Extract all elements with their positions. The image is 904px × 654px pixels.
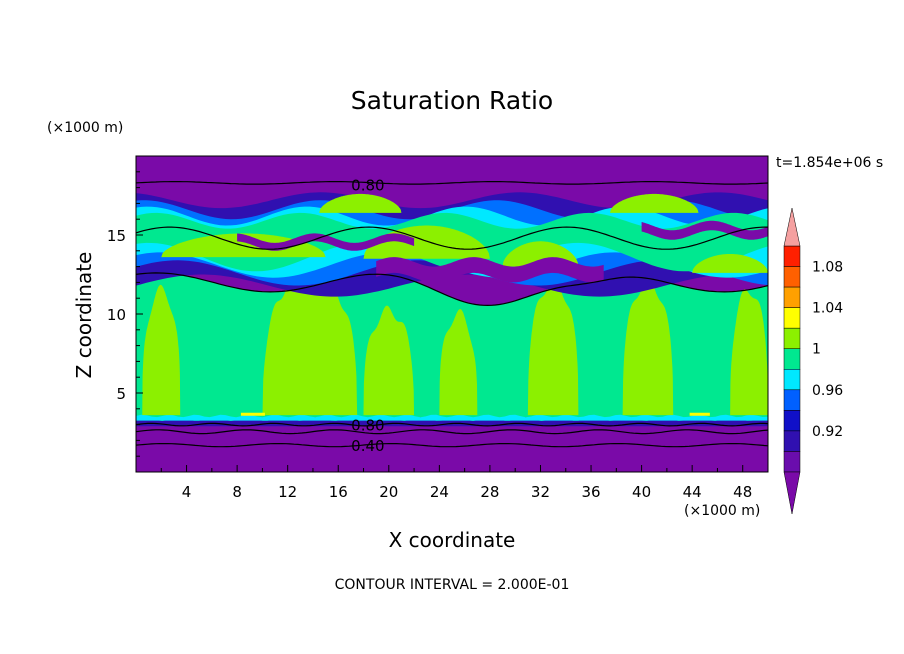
colorbar-label: 1.04 <box>812 301 843 317</box>
x-axis-label: X coordinate <box>388 528 516 552</box>
contour-label: 0.40 <box>351 437 384 455</box>
x-tick-label: 24 <box>430 483 449 501</box>
colorbar-bin <box>783 327 801 349</box>
y-axis-ticks: 5 10 15 <box>107 171 143 457</box>
y-tick-label: 10 <box>107 306 126 324</box>
contour-labels: 0.80 0.80 0.40 <box>351 176 384 455</box>
lime-column <box>527 277 579 420</box>
low-cyan-edge <box>136 414 768 421</box>
x-tick-label: 4 <box>182 483 192 501</box>
y-tick-label: 5 <box>116 385 126 403</box>
colorbar-bin <box>783 245 801 267</box>
contour-line <box>136 226 768 250</box>
contour-line <box>136 272 768 307</box>
colorbar-label: 0.92 <box>812 424 843 440</box>
colorbar-bin <box>783 451 801 473</box>
x-axis-units: (×1000 m) <box>684 503 761 519</box>
lime-column <box>142 284 181 416</box>
upper-lime-patch <box>610 193 699 213</box>
upper-lime-patch <box>319 193 402 213</box>
x-tick-label: 32 <box>531 483 550 501</box>
time-label: t=1.854e+06 s <box>776 155 884 171</box>
contour-line <box>136 443 768 448</box>
colorbar-bin <box>783 369 801 391</box>
colorbar-bin <box>783 430 801 452</box>
x-tick-label: 48 <box>733 483 752 501</box>
supersat-patch <box>689 412 710 416</box>
contour-label: 0.80 <box>351 417 384 435</box>
colorbar-label: 1.08 <box>812 260 843 276</box>
lime-column <box>262 264 358 421</box>
contour-line <box>136 181 768 185</box>
y-tick-label: 15 <box>107 227 126 245</box>
colorbar-label: 1 <box>812 342 821 358</box>
contour-line <box>136 429 768 435</box>
colorbar-bin <box>783 286 801 308</box>
x-tick-label: 44 <box>683 483 702 501</box>
contour-interval-label: CONTOUR INTERVAL = 2.000E-01 <box>334 577 570 593</box>
colorbar-bin <box>783 266 801 288</box>
x-tick-label: 36 <box>581 483 600 501</box>
colorbar-bin <box>783 389 801 411</box>
colorbar: 0.92 0.96 1 1.04 1.08 <box>783 207 843 515</box>
colorbar-bin <box>783 410 801 432</box>
chart-title: Saturation Ratio <box>350 86 554 115</box>
x-tick-label: 12 <box>278 483 297 501</box>
contour-lines <box>136 181 768 448</box>
colorbar-underflow-arrow <box>783 471 801 515</box>
contour-line <box>136 422 768 427</box>
dry-streak <box>376 257 604 283</box>
dry-streak <box>641 220 768 240</box>
colorbar-label: 0.96 <box>812 383 843 399</box>
x-tick-label: 8 <box>232 483 242 501</box>
x-axis-ticks: 4 8 12 16 20 24 28 32 36 40 44 48 <box>160 465 752 501</box>
lime-column <box>363 305 415 420</box>
dry-streak <box>237 233 415 251</box>
saturation-field <box>136 156 768 472</box>
x-tick-label: 16 <box>329 483 348 501</box>
x-tick-label: 40 <box>632 483 651 501</box>
lime-column <box>622 276 674 418</box>
supersat-patch <box>240 412 265 416</box>
contour-label: 0.80 <box>351 176 384 194</box>
colorbar-overflow-arrow <box>783 207 801 247</box>
x-tick-label: 28 <box>480 483 499 501</box>
x-tick-label: 20 <box>379 483 398 501</box>
colorbar-bin <box>783 307 801 329</box>
colorbar-bin <box>783 348 801 370</box>
upper-lime-patch <box>692 254 768 273</box>
lime-column <box>439 309 478 416</box>
y-axis-units: (×1000 m) <box>47 120 124 136</box>
lime-column <box>730 289 768 419</box>
